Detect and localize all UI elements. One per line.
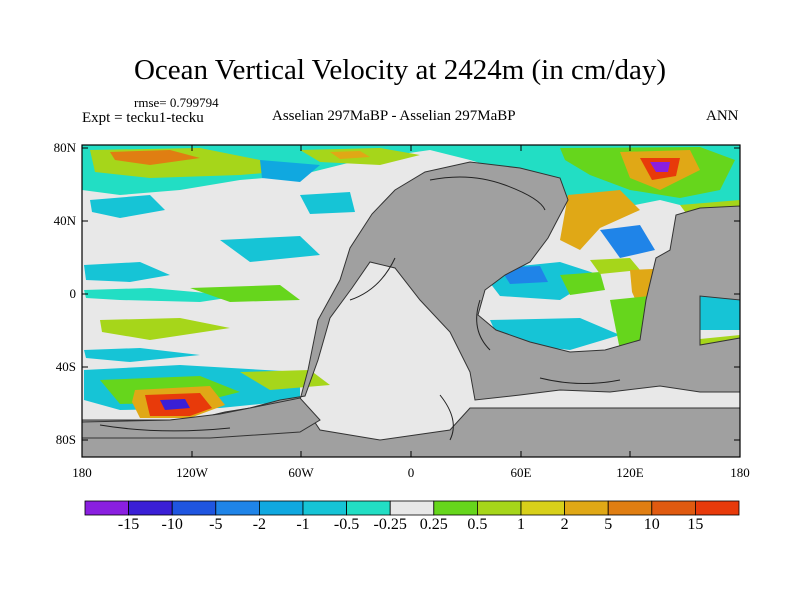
colorbar-box — [564, 500, 609, 516]
colorbar-label: -10 — [161, 516, 183, 533]
colorbar-box — [302, 500, 347, 516]
colorbar-label: -5 — [209, 516, 223, 533]
experiment-label: Expt = tecku1-tecku — [82, 110, 204, 126]
rmse-label: rmse= 0.799794 — [134, 95, 219, 110]
lon-label-120w: 120W — [176, 465, 208, 480]
colorbar-box — [346, 500, 391, 516]
colorbar-label: -0.25 — [373, 516, 407, 533]
colorbar-box — [128, 500, 173, 516]
season-label: ANN — [706, 108, 739, 124]
lon-label-120e: 120E — [616, 465, 644, 480]
colorbar-box — [258, 500, 304, 516]
colorbar-label: -15 — [117, 516, 140, 533]
lat-label-80s: 80S — [55, 432, 76, 447]
colorbar-box — [607, 500, 653, 516]
colorbar-box — [433, 500, 478, 516]
lat-label-80n: 80N — [53, 140, 76, 155]
colorbar-box — [171, 500, 217, 516]
colorbar-label: 1 — [517, 516, 525, 533]
colorbar-box — [651, 500, 696, 516]
colorbar-box — [215, 500, 260, 516]
lat-label-40s: 40S — [55, 359, 76, 374]
lon-label-60e: 60E — [510, 465, 532, 480]
colorbar-label: 0.25 — [419, 516, 448, 533]
colorbar-label: -1 — [296, 516, 310, 533]
colorbar-label: -0.5 — [333, 516, 360, 533]
colorbar — [84, 500, 740, 516]
lat-label-0: 0 — [69, 286, 77, 301]
lat-label-40n: 40N — [53, 213, 76, 228]
lon-label-0: 0 — [407, 465, 415, 480]
colorbar-label: -2 — [252, 516, 267, 533]
colorbar-label: 10 — [643, 516, 660, 533]
lon-label-180w: 180 — [72, 465, 92, 480]
colorbar-label: 2 — [560, 516, 569, 533]
colorbar-label: 5 — [604, 516, 613, 533]
period-subtitle: Asselian 297MaBP - Asselian 297MaBP — [272, 108, 516, 124]
colorbar-box — [389, 500, 435, 516]
coastlines — [99, 176, 621, 441]
figure-title: Ocean Vertical Velocity at 2424m (in cm/… — [133, 54, 667, 86]
colorbar-box — [84, 500, 129, 516]
axis-ticks — [82, 145, 740, 457]
lon-label-60w: 60W — [288, 465, 314, 480]
colorbar-box — [476, 500, 522, 516]
colorbar-box — [520, 500, 565, 516]
colorbar-box — [695, 500, 740, 516]
lon-label-180e: 180 — [730, 465, 750, 480]
colorbar-label: 15 — [687, 516, 704, 533]
colorbar-label: 0.5 — [467, 516, 488, 533]
land-southern — [81, 397, 321, 439]
